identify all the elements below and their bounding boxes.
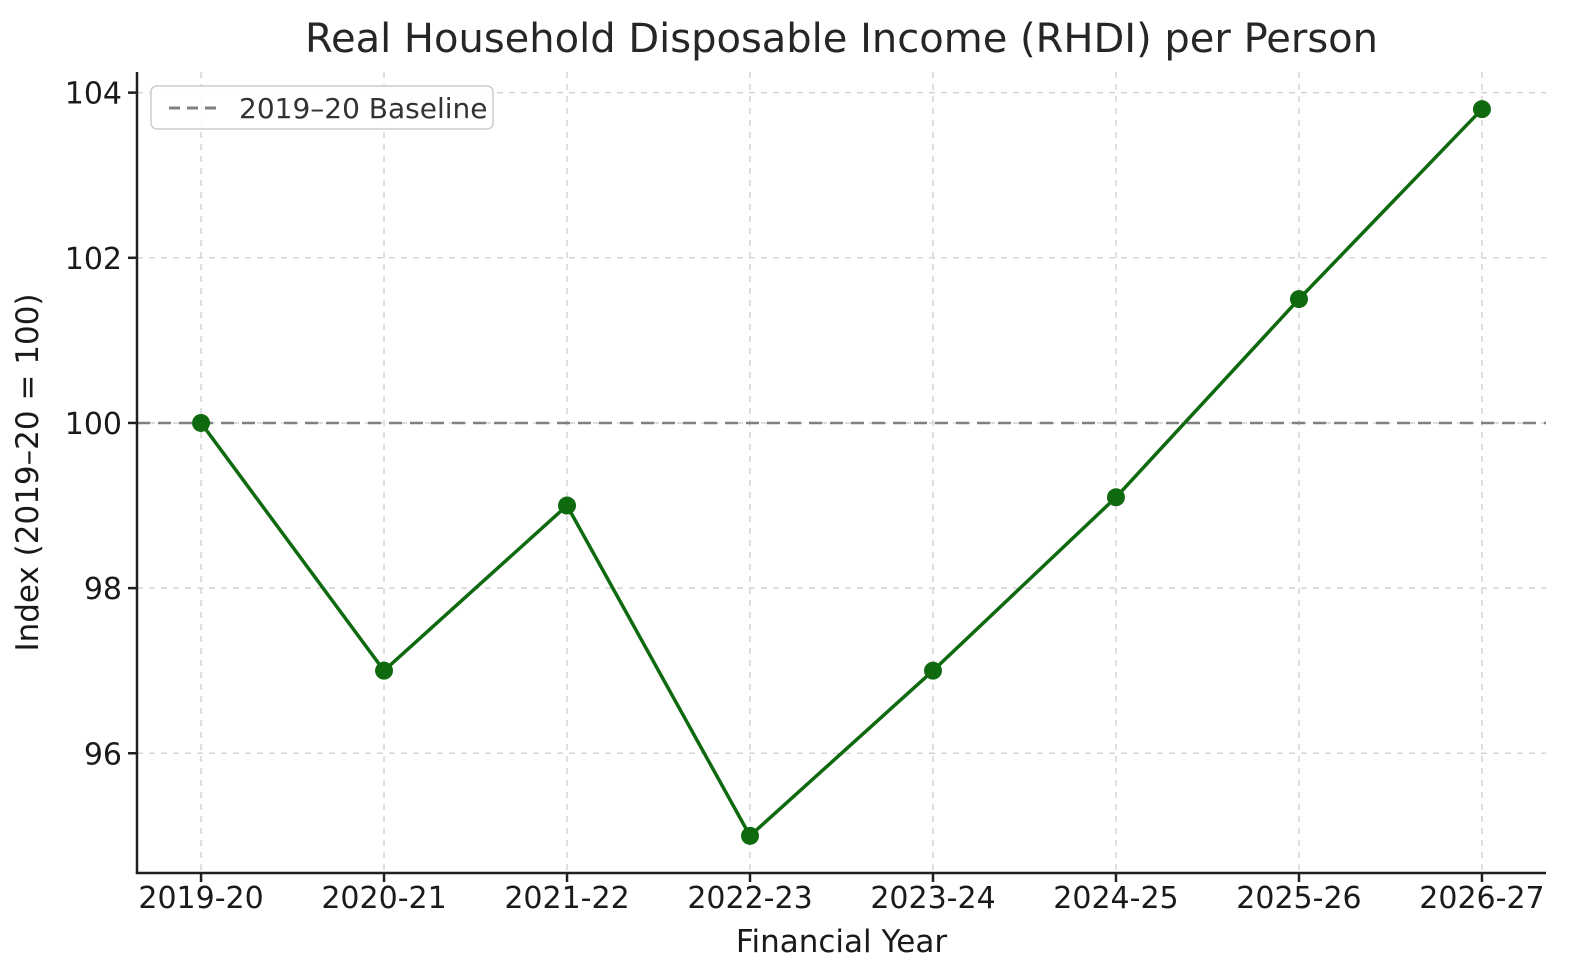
y-tick-label: 96	[84, 737, 122, 772]
y-axis-label: Index (2019–20 = 100)	[10, 293, 46, 651]
x-tick-label: 2025-26	[1236, 881, 1361, 916]
data-point	[1106, 488, 1125, 507]
x-tick-label: 2024-25	[1053, 881, 1178, 916]
data-point	[375, 661, 394, 680]
legend-label: 2019–20 Baseline	[239, 92, 488, 125]
x-tick-label: 2021-22	[504, 881, 629, 916]
data-point	[192, 413, 211, 432]
data-point	[741, 826, 760, 845]
data-point	[1472, 100, 1491, 119]
x-tick-label: 2022-23	[687, 881, 812, 916]
x-tick-label: 2023-24	[870, 881, 995, 916]
y-tick-label: 102	[65, 242, 122, 277]
x-axis-label: Financial Year	[736, 924, 947, 960]
y-tick-label: 98	[84, 572, 122, 607]
data-point	[1289, 290, 1308, 309]
y-tick-label: 100	[65, 407, 122, 442]
data-point	[558, 496, 577, 515]
x-tick-label: 2019-20	[138, 881, 263, 916]
x-tick-label: 2026-27	[1419, 881, 1544, 916]
data-point	[923, 661, 942, 680]
y-tick-label: 104	[65, 77, 122, 112]
data-line	[199, 107, 1484, 838]
x-tick-label: 2020-21	[321, 881, 446, 916]
chart-title: Real Household Disposable Income (RHDI) …	[305, 16, 1378, 62]
legend-box	[150, 85, 494, 130]
